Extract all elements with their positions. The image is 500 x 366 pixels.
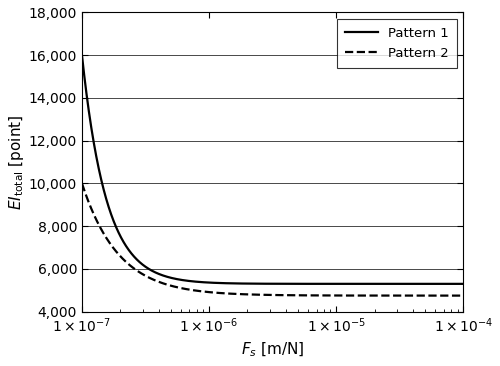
Pattern 1 [460, 282, 466, 286]
Pattern 1 [450, 282, 456, 286]
Y-axis label: $EI_{\mathrm{total}}$ [point]: $EI_{\mathrm{total}}$ [point] [7, 114, 26, 210]
Pattern 1 [264, 281, 270, 286]
Pattern 1 [79, 53, 85, 57]
Line: Pattern 2: Pattern 2 [82, 183, 464, 296]
X-axis label: $F_s$ [m/N]: $F_s$ [m/N] [241, 341, 304, 359]
Pattern 1 [380, 282, 386, 286]
Pattern 2 [449, 294, 455, 298]
Pattern 2 [450, 294, 456, 298]
Line: Pattern 1: Pattern 1 [82, 55, 464, 284]
Pattern 2 [79, 181, 85, 186]
Pattern 2 [380, 294, 386, 298]
Pattern 1 [98, 178, 104, 183]
Pattern 2 [98, 227, 104, 232]
Pattern 2 [264, 293, 270, 297]
Pattern 2 [254, 292, 260, 297]
Legend: Pattern 1, Pattern 2: Pattern 1, Pattern 2 [336, 19, 457, 68]
Pattern 1 [449, 282, 455, 286]
Pattern 2 [460, 294, 466, 298]
Pattern 1 [254, 281, 260, 286]
